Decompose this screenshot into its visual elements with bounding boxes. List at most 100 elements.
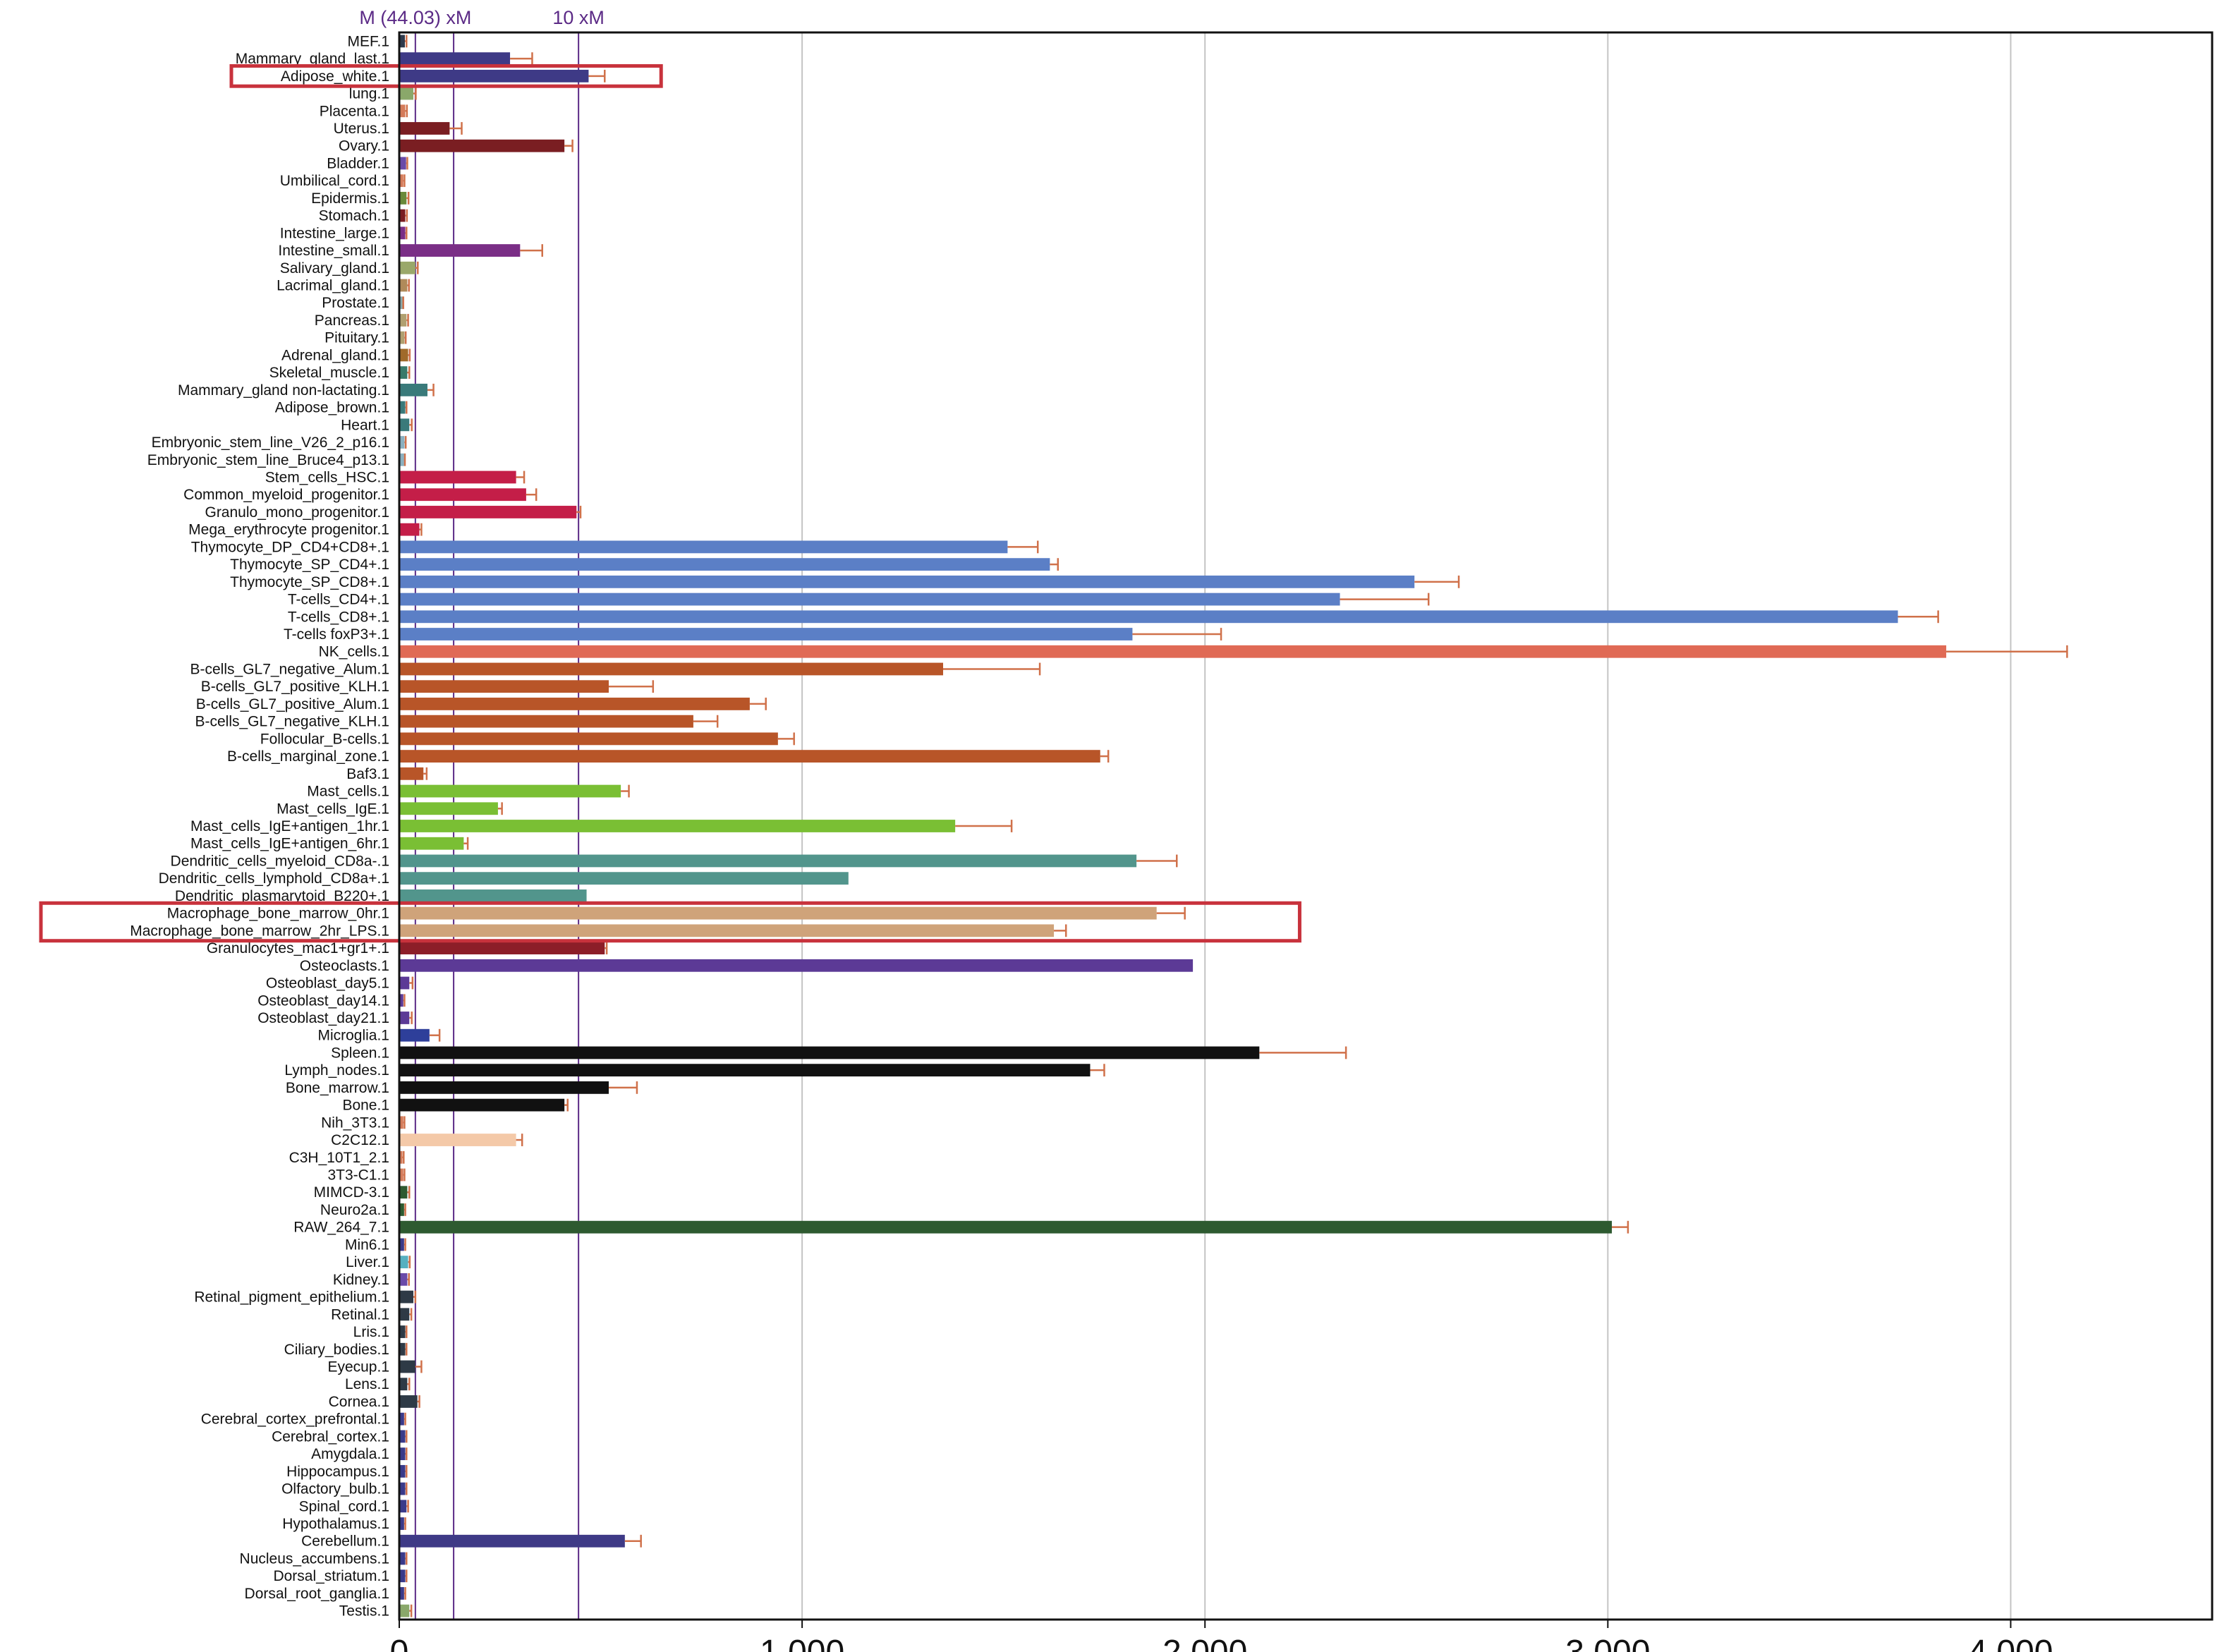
highlight-boxes	[39, 63, 1301, 943]
bar	[399, 1046, 1260, 1059]
bar	[399, 1395, 418, 1408]
bar	[399, 837, 464, 850]
bar	[399, 750, 1100, 763]
bar	[399, 1308, 410, 1321]
category-label: Nucleus_accumbens.1	[240, 1550, 389, 1567]
category-label: Min6.1	[345, 1237, 389, 1253]
category-label: Eyecup.1	[327, 1359, 389, 1375]
category-label: Stem_cells_HSC.1	[265, 469, 389, 485]
x-tick-label: 1,000	[760, 1634, 844, 1652]
category-label: Mast_cells_IgE+antigen_1hr.1	[190, 818, 389, 834]
category-label: Mast_cells_IgE+antigen_6hr.1	[190, 836, 389, 852]
bar	[399, 732, 778, 746]
bar	[399, 820, 956, 832]
category-label: B-cells_GL7_positive_KLH.1	[201, 679, 389, 695]
bar	[399, 1012, 410, 1024]
category-label: Granulo_mono_progenitor.1	[205, 504, 389, 521]
bar	[399, 1168, 403, 1182]
category-label: T-cells_CD8+.1	[288, 609, 389, 625]
bar	[399, 959, 1194, 972]
category-label: MIMCD-3.1	[314, 1184, 389, 1201]
bar	[399, 575, 1415, 588]
category-label: Thymocyte_SP_CD8+.1	[230, 574, 389, 590]
category-label: Lens.1	[345, 1376, 389, 1392]
category-label: Retinal_pigment_epithelium.1	[194, 1289, 389, 1306]
bar	[399, 1604, 410, 1617]
bar	[399, 174, 403, 188]
category-label: Stomach.1	[319, 208, 389, 224]
bar	[399, 69, 589, 83]
category-label: Granulocytes_mac1+gr1+.1	[207, 940, 389, 956]
bar	[399, 1290, 413, 1304]
category-label: Pancreas.1	[315, 312, 389, 329]
bar	[399, 470, 516, 484]
reference-line-label: 10 xM	[552, 7, 605, 28]
category-label: Cornea.1	[329, 1394, 389, 1410]
bar	[399, 506, 577, 518]
bar	[399, 261, 415, 274]
bar	[399, 279, 408, 292]
category-label: RAW_264_7.1	[293, 1220, 389, 1236]
category-label: Uterus.1	[334, 121, 389, 137]
bar	[399, 418, 410, 432]
bar	[399, 645, 1947, 658]
bar	[399, 366, 408, 379]
bar	[399, 889, 587, 902]
category-label: Mammary_gland non-lactating.1	[178, 382, 389, 399]
category-label: Bone.1	[342, 1098, 389, 1114]
category-label: T-cells foxP3+.1	[284, 626, 389, 643]
bar	[399, 1220, 1613, 1234]
category-label: Prostate.1	[322, 295, 389, 311]
bar	[399, 296, 403, 310]
category-label: Mast_cells_IgE.1	[277, 801, 389, 817]
category-label: Microglia.1	[317, 1028, 389, 1044]
bars	[399, 35, 1947, 1617]
category-label: C2C12.1	[331, 1132, 389, 1148]
category-label: Dendritic_plasmarytoid_B220+.1	[175, 888, 389, 904]
bar	[399, 1116, 403, 1129]
bar	[399, 1134, 516, 1146]
bar	[399, 1238, 404, 1251]
highlight-box	[229, 63, 663, 88]
category-label: Kidney.1	[333, 1272, 389, 1288]
category-label: Ovary.1	[339, 138, 389, 154]
bar	[399, 1064, 1091, 1077]
bar	[399, 331, 405, 344]
category-label: Baf3.1	[346, 766, 389, 782]
category-label: Umbilical_cord.1	[280, 173, 389, 189]
bar	[399, 1342, 406, 1356]
bar	[399, 1081, 609, 1094]
bar	[399, 35, 405, 48]
category-label: Nih_3T3.1	[321, 1115, 389, 1131]
bar	[399, 383, 427, 396]
bar	[399, 348, 408, 362]
category-label: Spleen.1	[331, 1045, 389, 1061]
bar	[399, 1325, 406, 1338]
bar	[399, 1412, 404, 1426]
bar	[399, 715, 693, 728]
bar	[399, 698, 750, 710]
bar	[399, 1517, 404, 1530]
bar	[399, 87, 413, 100]
bar	[399, 191, 407, 205]
bar	[399, 906, 1157, 920]
category-label: Salivary_gland.1	[280, 260, 389, 277]
bar	[399, 1028, 430, 1042]
bar	[399, 436, 405, 449]
x-tick-label: 4,000	[1968, 1634, 2053, 1652]
x-tick-label: 0	[390, 1634, 409, 1652]
x-axis-ticks: 0 1,000 2,000 3,000 4,000	[390, 1620, 2053, 1652]
bar	[399, 872, 849, 885]
category-label: Osteoblast_day21.1	[257, 1010, 389, 1026]
category-label: NK_cells.1	[319, 644, 389, 660]
bar	[399, 52, 511, 65]
bar	[399, 226, 406, 240]
category-label: Olfactory_bulb.1	[281, 1481, 389, 1498]
category-label: Thymocyte_SP_CD4+.1	[230, 557, 389, 573]
x-tick-label: 2,000	[1162, 1634, 1247, 1652]
bar	[399, 139, 565, 152]
category-label: MEF.1	[347, 33, 389, 49]
bar	[399, 942, 605, 954]
category-label: Embryonic_stem_line_Bruce4_p13.1	[147, 452, 389, 468]
bar	[399, 1569, 406, 1583]
